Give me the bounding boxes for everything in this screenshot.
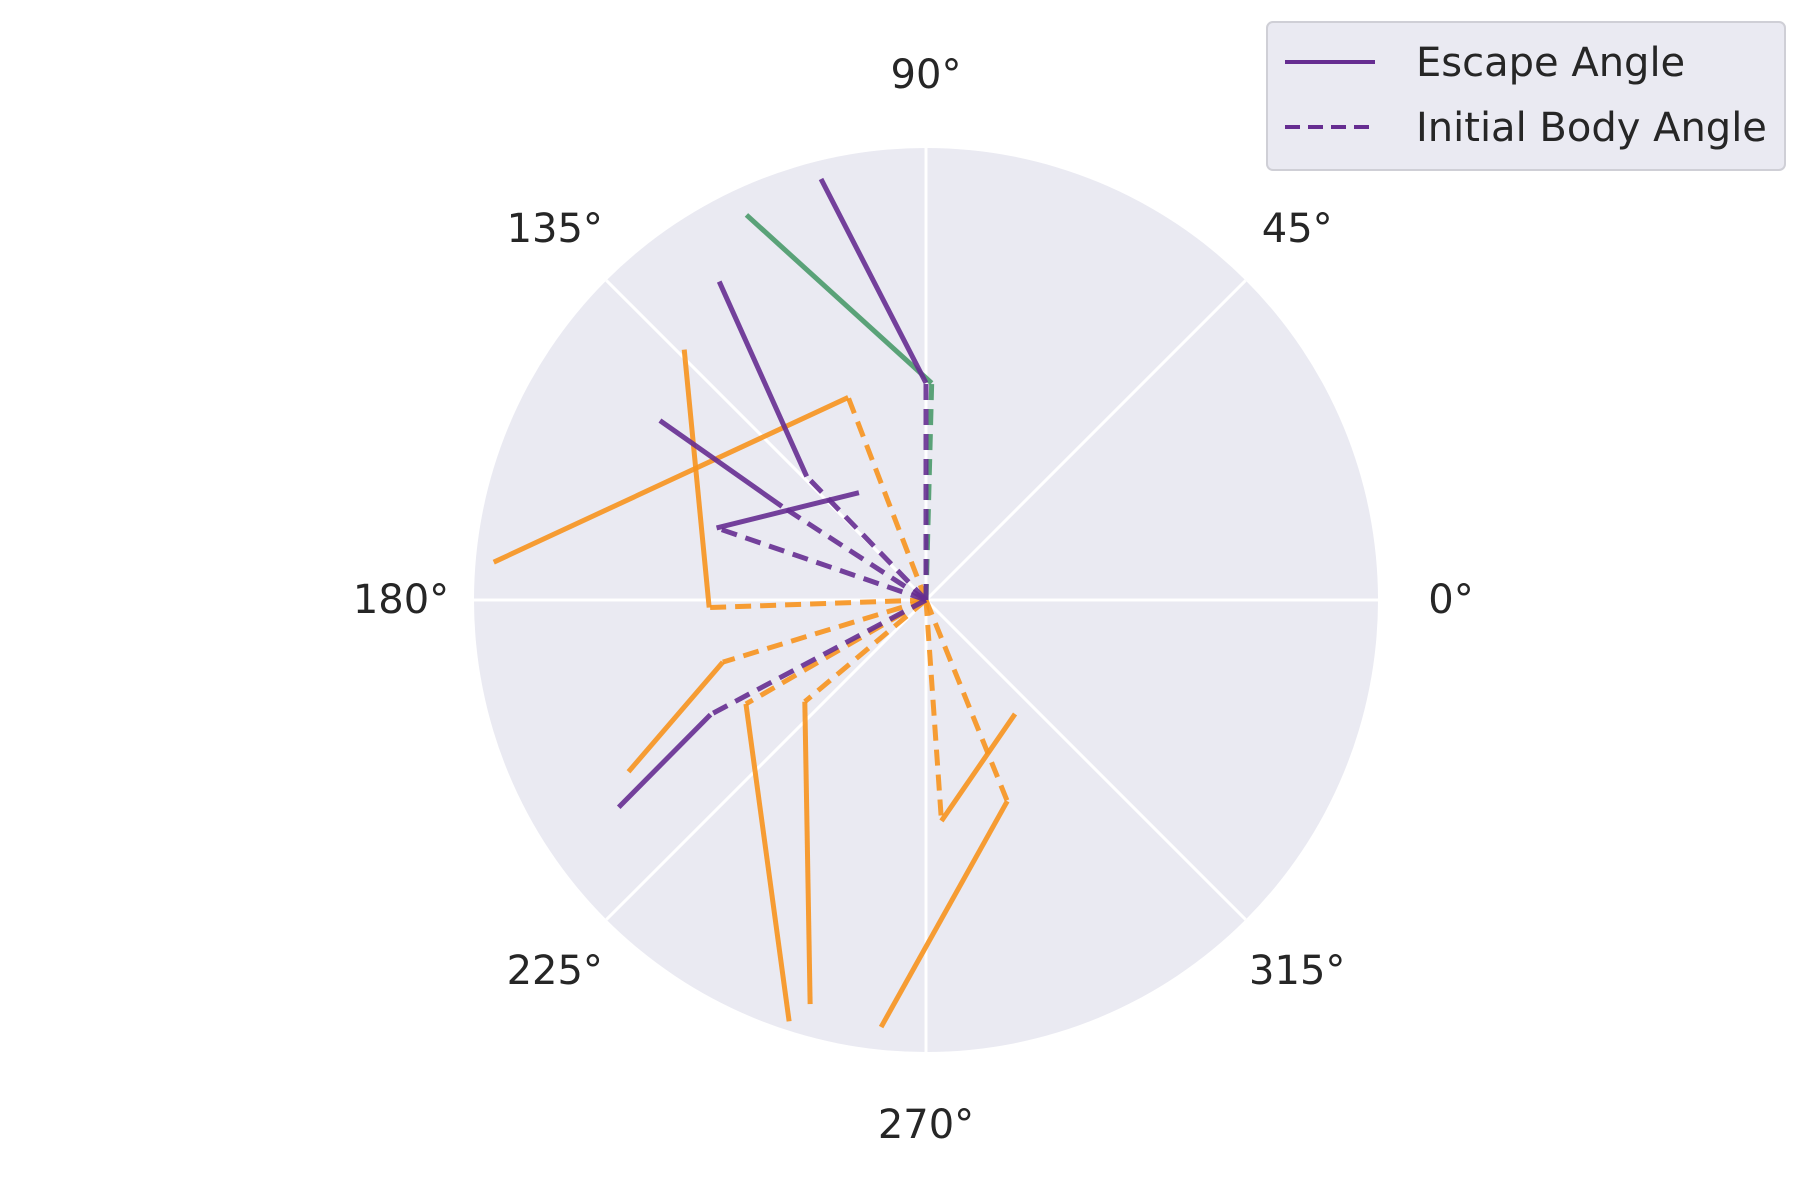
- legend: Escape Angle Initial Body Angle: [1266, 21, 1786, 171]
- legend-label-escape-angle: Escape Angle: [1416, 40, 1685, 86]
- escape-angle-line-6: [681, 349, 712, 608]
- initial-body-angle-line-12: [923, 599, 1010, 803]
- escape-angle-line-10: [802, 701, 813, 1005]
- initial-body-angle-line-7: [722, 597, 927, 665]
- tick-label-45: 45°: [1262, 206, 1333, 252]
- gridline-45: [924, 279, 1247, 602]
- initial-body-angle-line-11: [923, 599, 944, 822]
- initial-body-angle-line-8: [709, 597, 928, 717]
- tick-label-135: 135°: [507, 206, 603, 252]
- escape-angle-line-1: [744, 213, 934, 385]
- escape-angle-line-12: [878, 799, 1010, 1029]
- angular-gridlines: [474, 148, 1378, 1052]
- escape-angle-line-7: [626, 660, 725, 774]
- initial-body-angle-line-6: [709, 597, 927, 611]
- tick-label-90: 90°: [891, 52, 962, 98]
- escape-angle-line-5: [658, 418, 784, 509]
- initial-body-angle-line-2: [804, 474, 928, 602]
- escape-angle-line-9: [743, 703, 792, 1022]
- escape-angle-line-4: [492, 395, 850, 565]
- legend-frame: [1266, 21, 1786, 171]
- escape-angle-line-2: [716, 280, 809, 478]
- initial-body-angle-line-5: [780, 504, 928, 603]
- tick-label-180: 180°: [353, 577, 449, 623]
- tick-label-315: 315°: [1249, 948, 1345, 994]
- gridline-225: [605, 598, 928, 921]
- escape-angle-line-11: [939, 712, 1018, 823]
- trial-lines: [492, 177, 1018, 1029]
- legend-label-initial-body-angle: Initial Body Angle: [1416, 105, 1767, 151]
- initial-body-angle-line-10: [803, 598, 928, 704]
- angle-tick-labels: 0° 45° 90° 135° 180° 225° 270° 315°: [353, 52, 1474, 1148]
- initial-body-angle-line-4: [845, 396, 929, 601]
- tick-label-0: 0°: [1428, 577, 1473, 623]
- gridline-315: [924, 598, 1247, 921]
- escape-angle-line-0: [818, 177, 929, 385]
- initial-body-angle-line-3: [715, 525, 927, 603]
- tick-label-270: 270°: [878, 1102, 974, 1148]
- escape-angle-line-8: [616, 712, 713, 810]
- tick-label-225: 225°: [507, 948, 603, 994]
